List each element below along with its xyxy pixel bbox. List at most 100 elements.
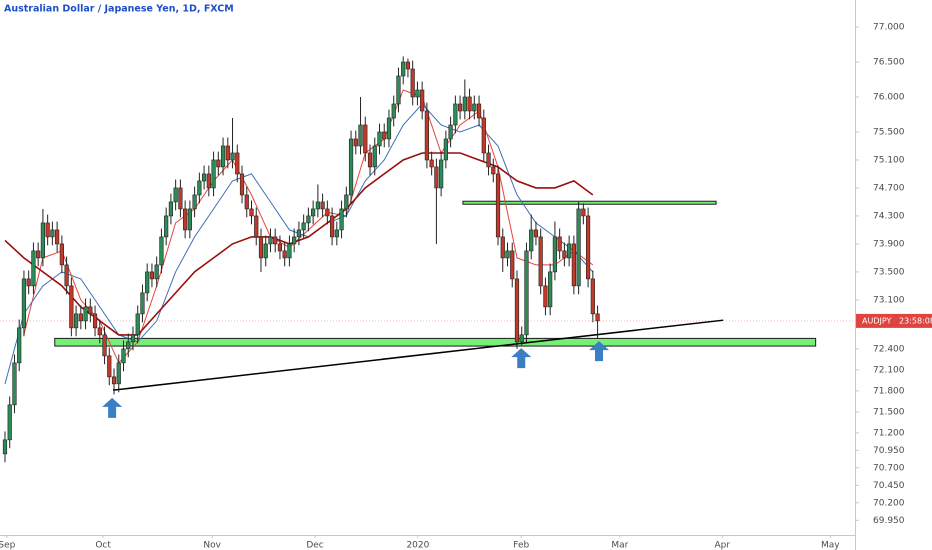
y-tick-label: 71.800 xyxy=(873,386,905,396)
arrow xyxy=(511,348,532,369)
last-price-countdown: 23:58:08 xyxy=(899,316,932,325)
candle-body xyxy=(59,243,64,266)
candle-body xyxy=(576,208,581,287)
candle-body xyxy=(244,194,249,210)
candle-body xyxy=(476,103,482,119)
candle-body xyxy=(183,208,188,231)
chart-title: Australian Dollar / Japanese Yen, 1D, FX… xyxy=(4,4,234,15)
candle-body xyxy=(69,285,74,329)
candle-body xyxy=(448,124,453,140)
candle-body xyxy=(590,278,595,315)
candle-body xyxy=(581,208,586,217)
candle-body xyxy=(571,243,576,287)
candle-body xyxy=(486,152,491,168)
candle-body xyxy=(514,278,520,343)
candle-body xyxy=(585,215,591,280)
candle-body xyxy=(481,117,486,154)
candle-body xyxy=(363,124,368,154)
candle-body xyxy=(140,292,145,315)
candle-body xyxy=(225,145,230,161)
plot xyxy=(0,56,855,463)
candle-body xyxy=(453,103,458,126)
y-tick-label: 76.500 xyxy=(873,57,905,67)
candle-body xyxy=(206,173,211,189)
y-tick-label: 72.400 xyxy=(873,344,905,354)
candle-body xyxy=(17,327,22,364)
candle-body xyxy=(187,208,192,231)
x-tick-label: Feb xyxy=(513,541,529,550)
candle-body xyxy=(40,222,46,259)
candle-body xyxy=(126,341,131,350)
candle-body xyxy=(55,229,60,245)
arrow xyxy=(102,397,123,418)
candle-body xyxy=(78,313,83,322)
candle-body xyxy=(301,222,306,231)
candle-body xyxy=(168,201,174,217)
last-price-symbol: AUDJPY xyxy=(862,316,891,325)
candle-body xyxy=(292,236,297,245)
y-tick-label: 74.700 xyxy=(873,183,905,193)
candle-body xyxy=(268,236,273,245)
candle-body xyxy=(88,306,93,315)
y-tick-label: 74.300 xyxy=(873,211,905,221)
y-tick-label: 70.200 xyxy=(873,498,905,508)
zone xyxy=(54,337,817,347)
x-tick-label: Mar xyxy=(611,541,628,550)
candle-body xyxy=(567,243,572,259)
candle-body xyxy=(258,236,264,259)
candle-body xyxy=(396,75,401,105)
y-tick-label: 77.000 xyxy=(873,23,905,33)
candle-body xyxy=(358,124,363,147)
candle-body xyxy=(254,215,259,238)
y-tick-label: 70.450 xyxy=(873,481,905,491)
candle-body xyxy=(263,243,268,259)
candle-body xyxy=(249,208,254,217)
candle-body xyxy=(472,103,477,112)
y-tick-label: 71.200 xyxy=(873,428,905,438)
candle-body xyxy=(83,306,88,322)
candle-body xyxy=(145,271,150,294)
y-tick-label: 73.900 xyxy=(873,239,905,249)
x-tick-label: Dec xyxy=(306,541,323,550)
candle-body xyxy=(420,89,425,112)
y-tick-label: 69.950 xyxy=(873,516,905,526)
candle-body xyxy=(524,250,529,336)
x-tick-label: May xyxy=(821,541,840,550)
candle-body xyxy=(116,362,121,385)
candle-body xyxy=(439,159,444,189)
candle-body xyxy=(50,229,55,238)
candle-body xyxy=(424,110,430,161)
candle-body xyxy=(344,194,349,210)
y-tick-label: 73.100 xyxy=(873,295,905,305)
y-tick-label: 71.500 xyxy=(873,407,905,417)
candle-body xyxy=(410,68,415,98)
candle-body xyxy=(164,215,169,238)
candle-body xyxy=(372,145,377,168)
candle-body xyxy=(462,96,467,112)
candle-body xyxy=(320,201,325,210)
candle-body xyxy=(282,250,287,259)
candle-body xyxy=(467,96,472,112)
candle-body xyxy=(315,201,320,210)
candle-body xyxy=(2,439,8,455)
trendline xyxy=(112,319,724,391)
candle-body xyxy=(405,61,411,70)
y-tick-label: 70.700 xyxy=(873,463,905,473)
candle-body xyxy=(216,159,221,168)
candle-body xyxy=(339,208,344,231)
candle-body xyxy=(111,376,117,385)
x-tick-label: Nov xyxy=(203,541,221,550)
candle-body xyxy=(201,173,207,182)
candle-body xyxy=(31,250,36,287)
candle-body xyxy=(306,215,311,224)
last-price-label-bg xyxy=(856,313,932,328)
candle-body xyxy=(36,250,41,259)
candle-body xyxy=(519,334,524,343)
candle-body xyxy=(149,271,155,280)
candle-body xyxy=(415,89,420,98)
y-tick-label: 75.100 xyxy=(873,155,905,165)
candle-body xyxy=(92,313,98,329)
candle-body xyxy=(367,152,373,168)
